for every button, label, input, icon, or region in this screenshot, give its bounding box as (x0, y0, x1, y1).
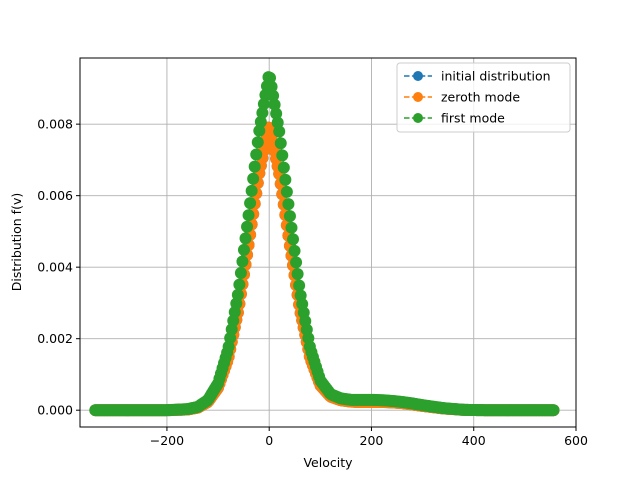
legend-label: zeroth mode (441, 90, 520, 105)
data-point (233, 278, 246, 291)
series-zeroth-mode (89, 121, 560, 417)
data-point (280, 185, 293, 198)
data-point (251, 136, 264, 149)
legend-item: zeroth mode (404, 90, 520, 105)
data-point (279, 173, 292, 186)
data-point (547, 404, 560, 417)
legend-frame (396, 62, 571, 133)
data-point (256, 106, 269, 119)
data-point (264, 71, 277, 84)
y-axis-label: Distribution f(v) (9, 193, 24, 291)
data-point (277, 161, 290, 174)
data-point (247, 172, 260, 185)
axes-frame (79, 57, 577, 428)
data-point (239, 232, 252, 245)
tick-layer: −200 0 200 400 600 0.000 0.002 0.004 0.006 0.008 (37, 117, 588, 448)
data-point (237, 243, 250, 256)
y-tick-label: 0.000 (37, 403, 73, 418)
data-point (271, 116, 284, 129)
data-point (250, 148, 263, 161)
legend: initial distribution zeroth mode first mod… (396, 62, 571, 133)
series-first-mode (89, 71, 560, 417)
y-tick-label: 0.004 (37, 260, 73, 275)
legend-swatch-marker (413, 92, 423, 102)
data-point (265, 80, 278, 93)
legend-label: initial distribution (441, 69, 551, 84)
x-tick-label: 600 (564, 433, 588, 448)
data-point (253, 124, 266, 137)
data-point (244, 197, 257, 210)
data-point (234, 267, 247, 280)
data-point (245, 184, 258, 197)
x-axis-label: Velocity (303, 455, 353, 470)
data-point (276, 149, 289, 162)
y-tick-label: 0.008 (37, 117, 73, 132)
data-point (293, 279, 306, 292)
data-point (231, 288, 244, 301)
data-point (236, 255, 249, 268)
x-tick-label: 400 (462, 433, 486, 448)
data-point (283, 210, 296, 223)
data-point (268, 98, 281, 111)
data-point (273, 125, 286, 138)
legend-item: first mode (404, 111, 505, 126)
series-layer (89, 71, 560, 417)
y-tick-label: 0.002 (37, 331, 73, 346)
legend-swatch-marker (413, 113, 423, 123)
data-point (290, 256, 303, 269)
data-point (270, 107, 283, 120)
data-point (257, 97, 270, 110)
legend-label: first mode (441, 111, 505, 126)
data-point (288, 244, 301, 257)
legend-item: initial distribution (404, 69, 551, 84)
data-point (287, 233, 300, 246)
data-point (282, 198, 295, 211)
legend-swatch-marker (413, 71, 423, 81)
data-point (242, 209, 255, 222)
data-point (285, 221, 298, 234)
data-point (274, 137, 287, 150)
y-tick-label: 0.006 (37, 188, 73, 203)
data-point (254, 115, 267, 128)
data-point (248, 160, 261, 173)
x-tick-label: 200 (360, 433, 384, 448)
data-point (291, 267, 304, 280)
series-initial-distribution (89, 121, 560, 417)
x-tick-label: 0 (265, 433, 273, 448)
data-point (267, 89, 280, 102)
x-tick-label: −200 (150, 433, 184, 448)
data-point (241, 220, 254, 233)
